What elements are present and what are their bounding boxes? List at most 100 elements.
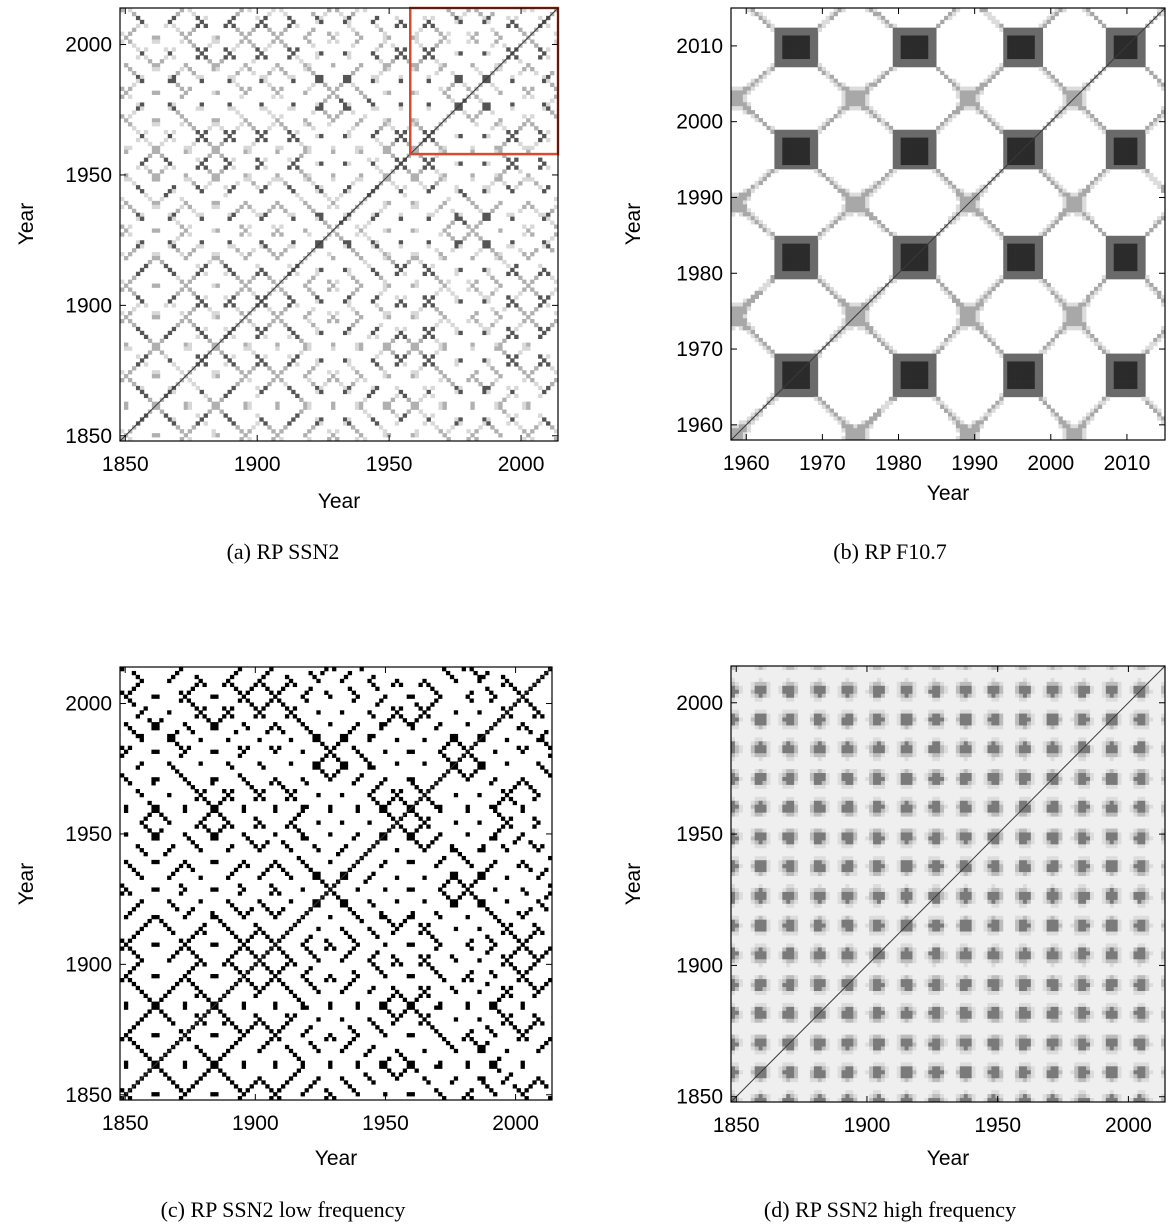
heatmap-cell <box>1106 361 1110 365</box>
heatmap-cell <box>739 193 743 197</box>
heatmap-cell <box>1122 354 1126 358</box>
heatmap-cell <box>1086 299 1090 303</box>
heatmap-cell <box>263 421 267 425</box>
heatmap-cell <box>1043 232 1047 236</box>
heatmap-cell <box>1086 334 1090 338</box>
heatmap-cell <box>1039 47 1043 51</box>
heatmap-cell <box>786 145 790 149</box>
heatmap-cell <box>912 157 916 161</box>
heatmap-cell <box>231 55 235 59</box>
heatmap-cell <box>735 322 739 326</box>
heatmap-cell <box>379 71 383 75</box>
heatmap-cell <box>1106 169 1110 173</box>
heatmap-cell <box>526 374 530 378</box>
heatmap-cell <box>395 362 399 366</box>
heatmap-cell <box>901 244 905 248</box>
heatmap-cell <box>1106 389 1110 393</box>
heatmap-cell <box>458 331 462 335</box>
heatmap-cell <box>1019 369 1023 373</box>
heatmap-cell <box>826 177 830 181</box>
heatmap-cell <box>1019 358 1023 362</box>
heatmap-cell <box>920 165 924 169</box>
heatmap-cell <box>399 51 403 55</box>
heatmap-cell <box>984 216 988 220</box>
heatmap-cell <box>212 256 216 260</box>
heatmap-cell <box>948 118 952 122</box>
heatmap-cell <box>1062 189 1066 193</box>
heatmap-cell <box>877 114 881 118</box>
heatmap-cell <box>506 335 510 339</box>
heatmap-cell <box>735 318 739 322</box>
heatmap-cell <box>239 87 243 91</box>
heatmap-cell <box>1011 47 1015 51</box>
heatmap-cell <box>1015 381 1019 385</box>
heatmap-cell <box>411 315 415 319</box>
heatmap-cell <box>1122 381 1126 385</box>
heatmap-cell <box>778 373 782 377</box>
heatmap-cell <box>1118 251 1122 255</box>
heatmap-cell <box>200 102 204 106</box>
heatmap-cell <box>798 259 802 263</box>
heatmap-cell <box>739 200 743 204</box>
heatmap-cell <box>786 369 790 373</box>
heatmap-cell <box>506 24 510 28</box>
heatmap-cell <box>220 169 224 173</box>
heatmap-cell <box>893 169 897 173</box>
heatmap-cell <box>415 347 419 351</box>
heatmap-cell <box>747 106 751 110</box>
heatmap-cell <box>1007 381 1011 385</box>
heatmap-cell <box>1078 322 1082 326</box>
heatmap-cell <box>347 362 351 366</box>
heatmap-cell <box>196 16 200 20</box>
heatmap-cell <box>470 347 474 351</box>
heatmap-cell <box>936 67 940 71</box>
heatmap-cell <box>1027 63 1031 67</box>
heatmap-cell <box>845 314 849 318</box>
heatmap-cell <box>1133 59 1137 63</box>
heatmap-cell <box>239 39 243 43</box>
heatmap-cell <box>494 280 498 284</box>
heatmap-cell <box>1066 310 1070 314</box>
heatmap-cell <box>259 106 263 110</box>
heatmap-cell <box>450 236 454 240</box>
heatmap-cell <box>490 12 494 16</box>
heatmap-cell <box>379 43 383 47</box>
heatmap-cell <box>136 217 140 221</box>
heatmap-cell <box>375 240 379 244</box>
heatmap-cell <box>1031 43 1035 47</box>
heatmap-cell <box>470 284 474 288</box>
heatmap-cell <box>212 91 216 95</box>
heatmap-cell <box>1149 126 1153 130</box>
heatmap-cell <box>889 126 893 130</box>
heatmap-cell <box>802 354 806 358</box>
heatmap-cell <box>1011 369 1015 373</box>
heatmap-cell <box>431 264 435 268</box>
heatmap-cell <box>905 142 909 146</box>
heatmap-cell <box>423 335 427 339</box>
heatmap-cell <box>128 146 132 150</box>
heatmap-cell <box>984 189 988 193</box>
heatmap-cell <box>168 75 172 79</box>
heatmap-cell <box>235 181 239 185</box>
heatmap-cell <box>275 150 279 154</box>
heatmap-cell <box>172 327 176 331</box>
heatmap-cell <box>770 350 774 354</box>
heatmap-cell <box>1023 39 1027 43</box>
heatmap-cell <box>319 331 323 335</box>
heatmap-cell <box>932 381 936 385</box>
heatmap-cell <box>1074 102 1078 106</box>
heatmap-cell <box>534 425 538 429</box>
heatmap-cell <box>522 87 526 91</box>
heatmap-cell <box>319 79 323 83</box>
heatmap-cell <box>152 374 156 378</box>
heatmap-cell <box>885 342 889 346</box>
heatmap-cell <box>263 79 267 83</box>
heatmap-cell <box>1066 318 1070 322</box>
heatmap-cell <box>124 36 128 40</box>
heatmap-cell <box>1122 153 1126 157</box>
heatmap-cell <box>834 338 838 342</box>
heatmap-cell <box>538 264 542 268</box>
heatmap-cell <box>999 279 1003 283</box>
heatmap-cell <box>1137 35 1141 39</box>
heatmap-cell <box>367 413 371 417</box>
